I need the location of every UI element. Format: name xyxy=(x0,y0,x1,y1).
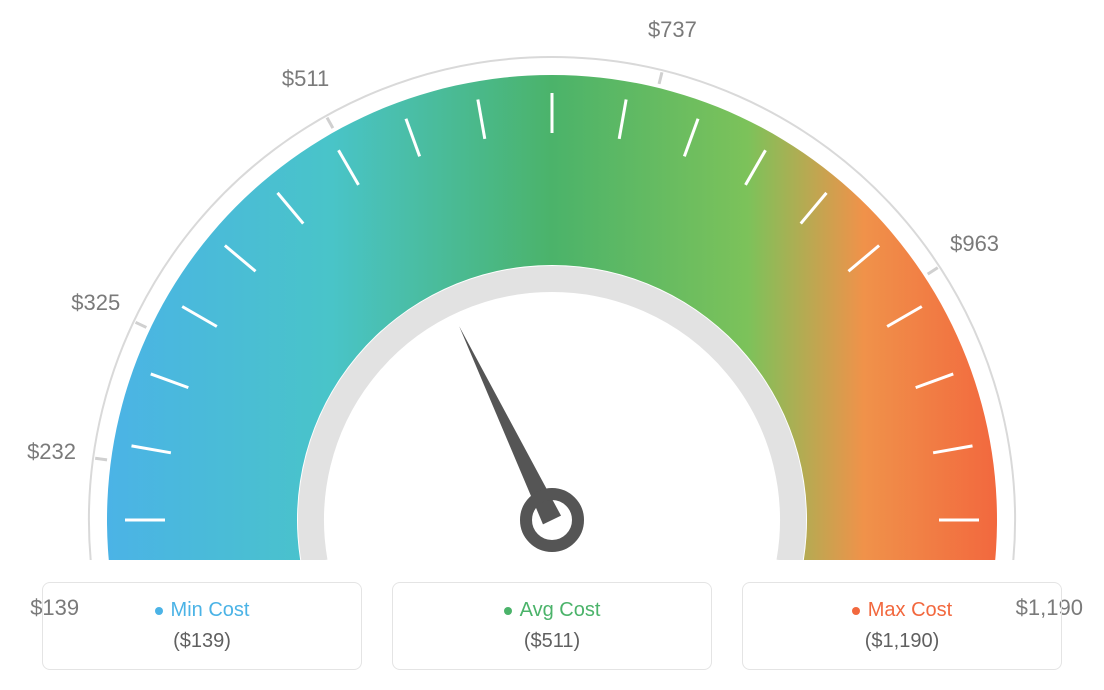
gauge-tick-label: $325 xyxy=(71,290,120,316)
legend-label-avg: Avg Cost xyxy=(520,599,601,622)
legend-card-max: Max Cost ($1,190) xyxy=(742,582,1062,670)
legend-dot-avg xyxy=(504,607,512,615)
gauge-tick-label: $232 xyxy=(27,439,76,465)
legend-value-max: ($1,190) xyxy=(755,630,1049,653)
legend-label-max: Max Cost xyxy=(868,599,952,622)
cost-gauge: $139$232$325$511$737$963$1,190 xyxy=(0,0,1104,560)
legend-value-min: ($139) xyxy=(55,630,349,653)
legend-title-avg: Avg Cost xyxy=(405,599,699,622)
legend-row: Min Cost ($139) Avg Cost ($511) Max Cost… xyxy=(0,582,1104,670)
legend-value-avg: ($511) xyxy=(405,630,699,653)
legend-label-min: Min Cost xyxy=(171,599,250,622)
legend-dot-min xyxy=(155,607,163,615)
gauge-tick-label: $963 xyxy=(950,231,999,257)
gauge-svg xyxy=(0,0,1104,560)
legend-title-min: Min Cost xyxy=(55,599,349,622)
legend-card-min: Min Cost ($139) xyxy=(42,582,362,670)
gauge-tick-label: $737 xyxy=(648,17,697,43)
legend-card-avg: Avg Cost ($511) xyxy=(392,582,712,670)
legend-dot-max xyxy=(852,607,860,615)
gauge-tick-label: $511 xyxy=(282,66,329,92)
legend-title-max: Max Cost xyxy=(755,599,1049,622)
